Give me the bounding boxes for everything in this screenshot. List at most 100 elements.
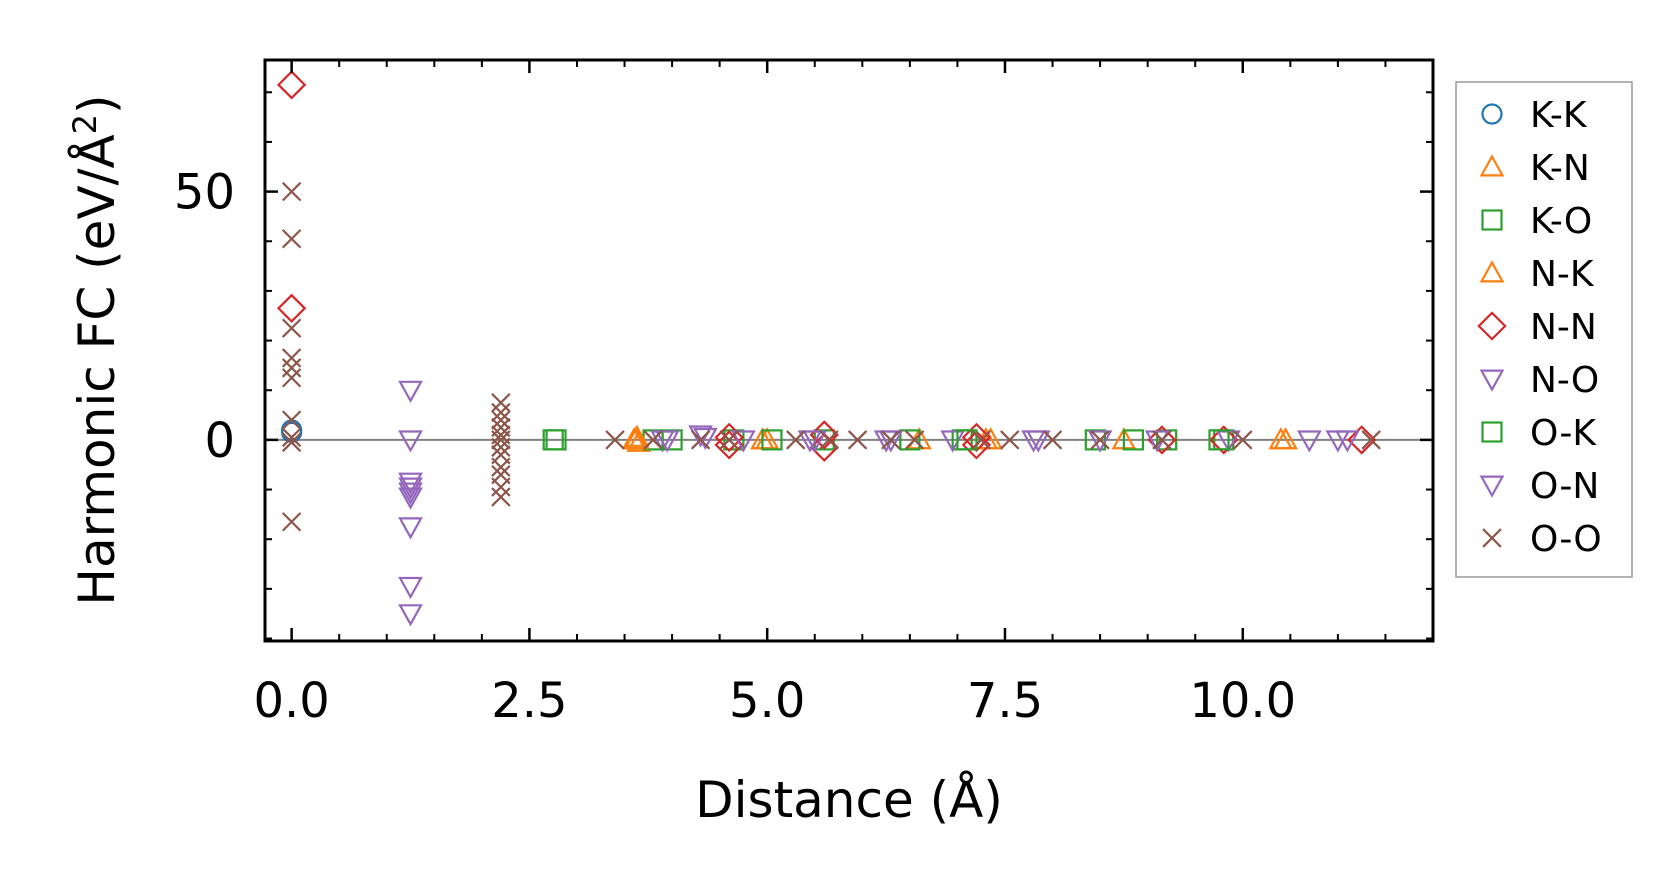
legend-marker-o-n	[1479, 475, 1505, 498]
point-o-o	[281, 229, 302, 249]
point-n-o	[398, 487, 423, 510]
point-o-o	[491, 487, 511, 507]
point-n-n	[276, 293, 307, 323]
point-o-o	[1000, 430, 1020, 450]
point-o-k	[956, 429, 978, 451]
point-o-k	[1208, 429, 1230, 451]
point-o-o	[491, 457, 511, 477]
point-n-n	[1147, 425, 1177, 455]
y-axis-label: Harmonic FC (eV/Å2)	[66, 94, 126, 605]
point-o-o	[719, 430, 739, 450]
point-o-k	[761, 429, 783, 451]
point-o-o	[786, 430, 806, 450]
x-axis-label: Distance (Å)	[695, 771, 1003, 829]
legend-label: O-K	[1530, 413, 1597, 454]
point-n-n	[961, 430, 992, 460]
x-tick-label: 5.0	[729, 673, 805, 729]
point-n-o	[398, 576, 423, 600]
legend-marker-k-n	[1479, 154, 1505, 177]
series-n-n	[276, 70, 1377, 463]
legend-marker-n-k	[1479, 260, 1505, 283]
legend-marker-o-o	[1482, 528, 1502, 548]
legend-entry-k-k: K-K	[1481, 95, 1588, 136]
plot-frame	[263, 58, 1435, 643]
point-n-o	[398, 517, 423, 540]
point-o-o	[491, 410, 511, 430]
point-n-n	[714, 422, 744, 453]
legend-marker-n-n	[1477, 311, 1507, 341]
point-o-o	[281, 512, 302, 532]
point-n-n	[1346, 425, 1377, 455]
legend-label: N-K	[1530, 254, 1595, 295]
point-o-o	[491, 392, 511, 413]
point-o-o	[1361, 430, 1381, 450]
point-o-o	[281, 410, 302, 430]
x-tick-label: 2.5	[491, 673, 567, 729]
legend-box	[1455, 81, 1633, 578]
legend-label: K-O	[1530, 201, 1592, 242]
point-o-o	[281, 181, 302, 202]
legend-entry-n-k: N-K	[1479, 254, 1595, 295]
legend-entry-o-o: O-O	[1482, 519, 1602, 560]
legend-entry-n-n: N-N	[1477, 307, 1597, 348]
legend-label: K-K	[1530, 95, 1588, 136]
point-n-o	[398, 604, 423, 627]
tick-labels: 0.0 2.5 5.0 7.5 10.0 0 50	[174, 165, 1296, 729]
legend-entry-o-k: O-K	[1481, 413, 1597, 454]
point-o-o	[605, 430, 625, 450]
point-o-o	[281, 427, 302, 448]
point-n-o	[398, 380, 423, 403]
legend-entry-k-o: K-O	[1481, 201, 1592, 242]
legend-label: O-O	[1530, 519, 1602, 560]
point-o-o	[847, 430, 868, 450]
point-n-n	[1209, 425, 1239, 455]
legend-marker-k-k	[1481, 103, 1503, 125]
point-n-o	[1087, 430, 1113, 453]
point-o-k	[545, 429, 567, 451]
point-n-n	[276, 70, 307, 100]
point-o-o	[281, 348, 302, 368]
point-o-n	[1335, 430, 1360, 453]
legend-marker-k-o	[1481, 209, 1503, 231]
y-tick-label: 50	[174, 165, 235, 221]
point-o-o	[971, 430, 991, 450]
point-k-o	[899, 429, 921, 451]
y-tick-label: 0	[204, 413, 235, 469]
y-axis-label-main: Harmonic FC (eV/Å	[68, 134, 126, 605]
x-tick-label: 0.0	[253, 673, 329, 729]
y-axis-label-close: )	[68, 94, 126, 114]
point-o-o	[643, 430, 663, 450]
point-k-o	[1122, 429, 1144, 451]
legend-label: N-N	[1530, 307, 1597, 348]
legend-entry-o-n: O-N	[1479, 466, 1599, 507]
point-o-o	[819, 430, 839, 450]
point-o-o	[281, 368, 302, 388]
point-n-n	[961, 422, 992, 453]
point-o-o	[881, 430, 901, 450]
point-o-n	[654, 430, 680, 453]
legend-items: K-K K-N K-O N-K N-N N-O O-K O-N O-O	[1477, 95, 1602, 560]
point-o-n	[802, 430, 828, 453]
point-o-o	[491, 437, 511, 458]
point-o-o	[281, 318, 302, 338]
x-tick-label: 10.0	[1189, 673, 1296, 729]
legend-entry-n-o: N-O	[1479, 360, 1599, 401]
point-o-o	[690, 430, 711, 450]
point-o-o	[281, 432, 302, 453]
point-o-o	[491, 430, 511, 450]
point-o-o	[904, 430, 925, 450]
point-o-o	[281, 358, 302, 378]
point-o-o	[491, 402, 511, 423]
legend-label: N-O	[1530, 360, 1599, 401]
y-axis-label-superscript: 2	[66, 114, 104, 134]
point-o-o	[1090, 430, 1110, 450]
legend-label: K-N	[1530, 148, 1590, 189]
series-o-o	[281, 181, 1381, 532]
point-o-n	[1021, 430, 1046, 453]
point-o-o	[1152, 430, 1172, 450]
legend-entry-k-n: K-N	[1479, 148, 1590, 189]
legend-marker-o-k	[1481, 421, 1503, 443]
point-n-o	[398, 430, 423, 453]
